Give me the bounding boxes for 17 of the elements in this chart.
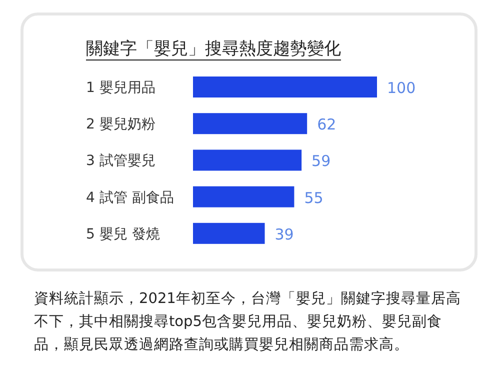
bar <box>193 186 294 208</box>
y-tick-label: 5 嬰兒 發燒 <box>86 226 160 242</box>
y-tick-label: 3 試管嬰兒 <box>86 153 156 170</box>
y-tick-label: 1 嬰兒用品 <box>86 80 156 96</box>
chart-title: 關鍵字「嬰兒」搜尋熱度趨勢變化 <box>86 39 341 59</box>
bar <box>193 222 265 244</box>
data-label: 62 <box>317 116 336 134</box>
y-tick-label: 4 試管 副食品 <box>86 190 174 206</box>
data-label: 55 <box>304 188 324 207</box>
bar <box>193 150 302 171</box>
y-tick-label: 2 嬰兒奶粉 <box>86 116 156 133</box>
data-label: 59 <box>312 152 331 170</box>
data-label: 39 <box>274 225 294 244</box>
data-label: 100 <box>387 79 416 97</box>
bar <box>193 113 308 134</box>
text: 資料統計顯示，2021年初至今，台灣「嬰兒」關鍵字搜尋量居高不下，其中相關搜尋top5包含嬰兒用品、嬰兒奶粉、嬰兒副食品，顯見民眾透過網路查詢或購買嬰兒相關商品需求高。 <box>34 290 462 355</box>
bar <box>193 76 377 98</box>
